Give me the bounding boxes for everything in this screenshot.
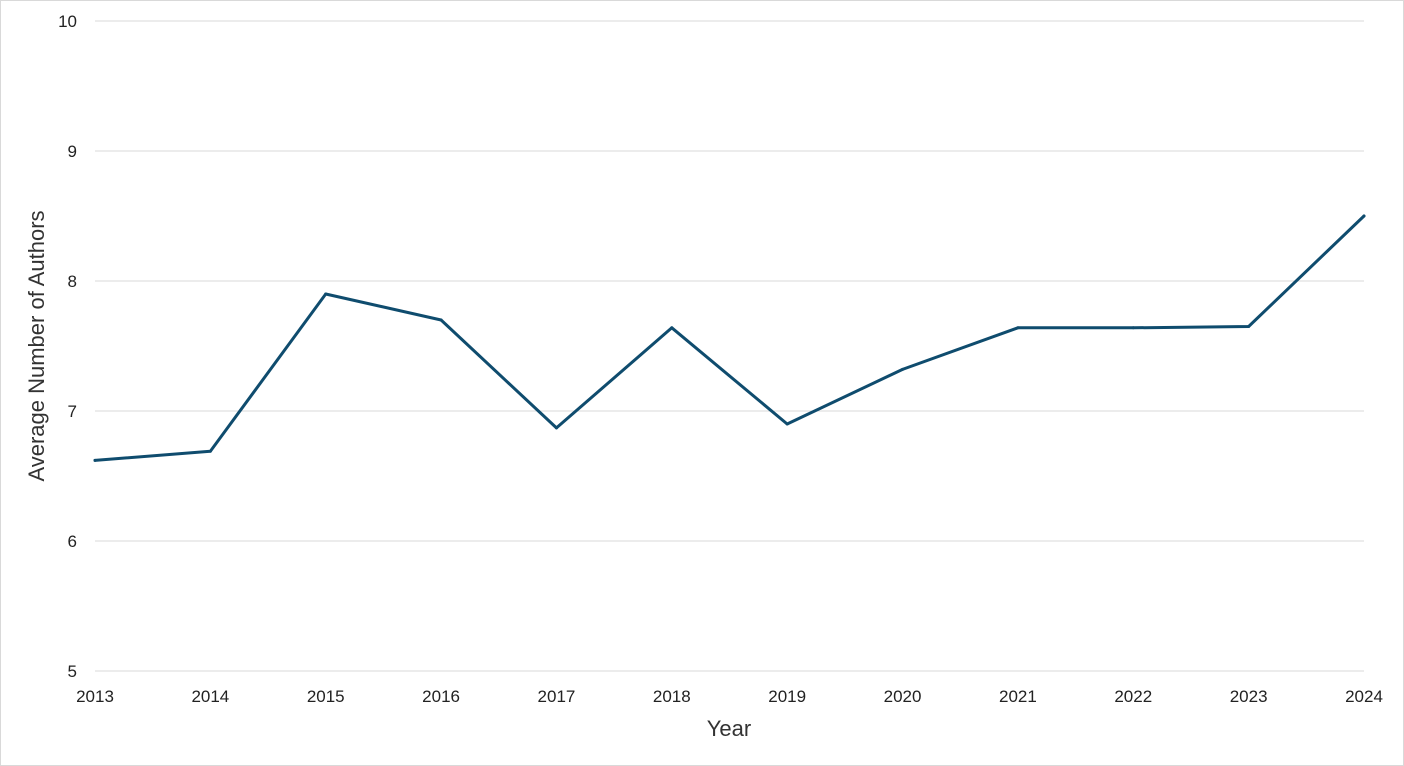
x-axis-ticks: 2013 2014 2015 2016 2017 2018 2019 2020 2021 2022… — [76, 687, 1383, 706]
x-tick-label: 2023 — [1230, 687, 1268, 706]
data-point — [439, 318, 443, 322]
x-tick-label: 2021 — [999, 687, 1037, 706]
x-tick-label: 2017 — [538, 687, 576, 706]
data-point — [93, 458, 97, 462]
data-point — [785, 422, 789, 426]
data-point — [554, 426, 558, 430]
data-point — [208, 449, 212, 453]
y-axis-title: Average Number of Authors — [24, 210, 49, 481]
x-tick-label: 2014 — [191, 687, 229, 706]
y-tick-label: 5 — [68, 662, 77, 681]
data-point — [324, 292, 328, 296]
data-point — [1247, 325, 1251, 328]
series-layer — [93, 214, 1366, 462]
y-tick-label: 9 — [68, 142, 77, 161]
x-tick-label: 2016 — [422, 687, 460, 706]
y-tick-label: 6 — [68, 532, 77, 551]
x-tick-label: 2013 — [76, 687, 114, 706]
y-tick-label: 7 — [68, 402, 77, 421]
y-axis-ticks: 5 6 7 8 9 10 — [58, 12, 77, 681]
x-tick-label: 2015 — [307, 687, 345, 706]
x-tick-label: 2018 — [653, 687, 691, 706]
series-line-0 — [93, 214, 1366, 462]
data-point — [1131, 326, 1135, 330]
data-point — [670, 326, 674, 330]
gridlines — [95, 20, 1364, 672]
x-axis-title: Year — [707, 716, 751, 741]
x-tick-label: 2019 — [768, 687, 806, 706]
data-point — [1016, 326, 1020, 330]
y-tick-label: 8 — [68, 272, 77, 291]
x-tick-label: 2024 — [1345, 687, 1383, 706]
data-point — [901, 367, 905, 371]
y-tick-label: 10 — [58, 12, 77, 31]
data-point — [1362, 214, 1366, 218]
x-tick-label: 2022 — [1114, 687, 1152, 706]
x-tick-label: 2020 — [884, 687, 922, 706]
